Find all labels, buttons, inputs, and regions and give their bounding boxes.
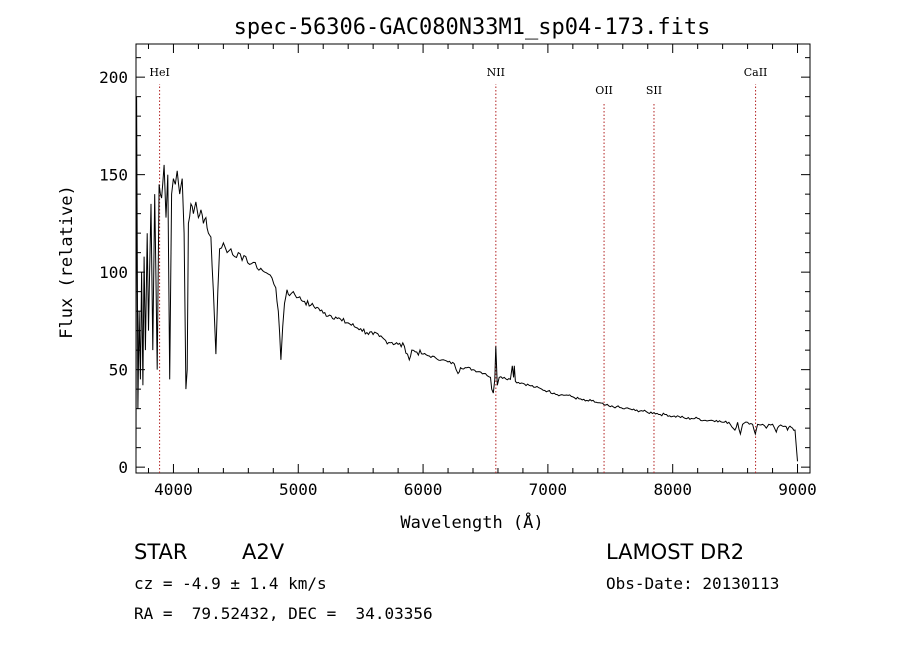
- x-tick-label: 7000: [529, 480, 568, 499]
- spectral-subclass: A2V: [242, 540, 285, 564]
- x-tick-label: 6000: [404, 480, 443, 499]
- line-marker-label: OII: [595, 84, 613, 97]
- axis-ticks: 4000 5000 6000 7000 8000 9000 0 50 100 150 200: [99, 44, 817, 499]
- spectrum-series: [135, 96, 798, 462]
- plot-frame: [135, 43, 811, 474]
- line-marker-label: CaII: [744, 66, 768, 79]
- x-tick-label: 5000: [279, 480, 318, 499]
- x-tick-label: 4000: [154, 480, 193, 499]
- y-tick-label: 50: [109, 361, 128, 380]
- emission-line-markers: HeI NII OII SII CaII: [149, 66, 767, 473]
- obs-date-text: Obs-Date: 20130113: [606, 574, 780, 593]
- y-tick-label: 0: [118, 458, 128, 477]
- y-tick-label: 200: [99, 68, 128, 87]
- x-axis-label: Wavelength (Å): [400, 511, 543, 533]
- line-marker-label: NII: [487, 66, 505, 79]
- redshift-text: cz = -4.9 ± 1.4 km/s: [134, 574, 327, 593]
- x-tick-label: 8000: [653, 480, 692, 499]
- survey-label: LAMOST DR2: [606, 540, 745, 564]
- object-class: STAR: [134, 540, 188, 564]
- y-tick-label: 100: [99, 263, 128, 282]
- spectrum-line: [135, 96, 798, 462]
- y-axis-label: Flux (relative): [57, 185, 77, 339]
- y-tick-label: 150: [99, 166, 128, 185]
- coordinates-text: RA = 79.52432, DEC = 34.03356: [134, 604, 433, 623]
- line-marker-label: SII: [646, 84, 662, 97]
- line-marker-label: HeI: [149, 66, 169, 79]
- x-tick-label: 9000: [778, 480, 817, 499]
- chart-title: spec-56306-GAC080N33M1_sp04-173.fits: [234, 15, 711, 40]
